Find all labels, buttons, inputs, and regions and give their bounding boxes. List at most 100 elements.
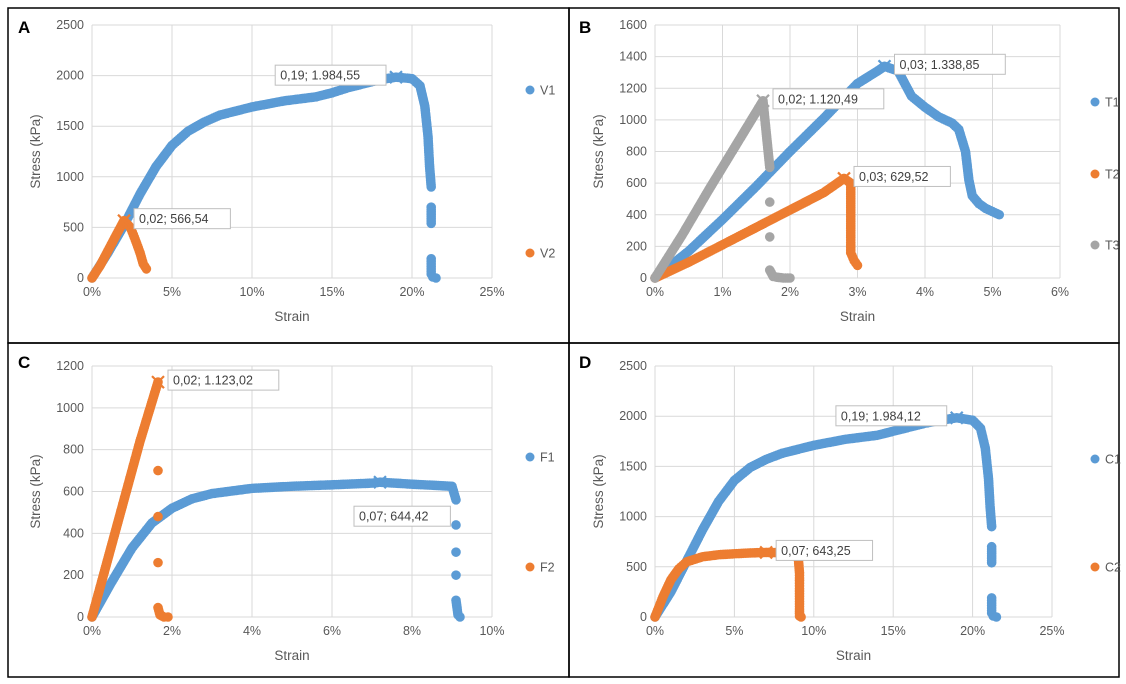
- legend-label: C2: [1105, 561, 1121, 575]
- y-tick-label: 1000: [56, 401, 84, 415]
- peak-callout-label: 0,19; 1.984,12: [841, 409, 921, 423]
- legend-marker: [525, 85, 535, 95]
- panel-letter: B: [579, 18, 591, 37]
- peak-callout-box: [167, 369, 280, 391]
- x-tick-label: 15%: [319, 285, 344, 299]
- x-tick-label: 25%: [1039, 624, 1064, 638]
- x-tick-label: 15%: [881, 624, 906, 638]
- peak-marker: [759, 545, 773, 560]
- peak-marker: [949, 411, 964, 425]
- x-axis-title: Strain: [840, 309, 875, 324]
- data-point: [796, 612, 806, 622]
- peak-callout-label: 0,03; 1.338,85: [900, 58, 980, 72]
- legend-marker: [525, 562, 535, 572]
- series-f2: 0,02; 1.123,02: [87, 369, 280, 622]
- y-tick-label: 1000: [619, 510, 647, 524]
- panel-letter: D: [579, 353, 591, 372]
- y-tick-label: 1000: [56, 170, 84, 184]
- y-axis-title: Stress (kPa): [28, 454, 43, 528]
- peak-marker: [837, 171, 851, 186]
- data-point: [994, 209, 1005, 220]
- x-tick-label: 0%: [83, 624, 101, 638]
- y-tick-label: 1200: [619, 81, 647, 95]
- chart-panel-a: A 0 500 1000 1500 2000 2500 0% 5% 10% 15% 20% 25% Str…: [18, 18, 555, 324]
- peak-marker: [117, 213, 131, 228]
- panel-letter: A: [18, 18, 30, 37]
- y-tick-label: 600: [63, 485, 84, 499]
- series-t2: 0,03; 629,52: [650, 165, 951, 283]
- legend-label: F1: [540, 451, 555, 465]
- x-tick-label: 10%: [479, 624, 504, 638]
- peak-callout-label: 0,02; 1.120,49: [778, 92, 858, 106]
- panel-letter: C: [18, 353, 30, 372]
- y-axis-title: Stress (kPa): [28, 114, 43, 188]
- y-tick-label: 2500: [619, 359, 647, 373]
- peak-callout-label: 0,03; 629,52: [859, 170, 929, 184]
- peak-callout-box: [835, 405, 948, 427]
- y-tick-label: 2000: [56, 69, 84, 83]
- data-point: [455, 612, 465, 622]
- peak-callout-box: [133, 208, 231, 230]
- y-tick-label: 1400: [619, 50, 647, 64]
- x-axis-title: Strain: [836, 648, 871, 663]
- y-tick-label: 400: [626, 208, 647, 222]
- peak-callout-box: [353, 505, 451, 527]
- x-tick-label: 25%: [479, 285, 504, 299]
- legend-marker: [525, 248, 535, 258]
- peak-callout-label: 0,02; 1.123,02: [173, 374, 253, 388]
- data-point: [764, 197, 775, 207]
- peak-marker: [389, 70, 403, 84]
- legend-label: F2: [540, 561, 555, 575]
- x-tick-label: 10%: [239, 285, 264, 299]
- legend-label: V1: [540, 84, 555, 98]
- x-tick-label: 5%: [163, 285, 181, 299]
- data-point: [986, 557, 997, 568]
- y-tick-label: 500: [63, 220, 84, 234]
- data-point: [852, 260, 863, 271]
- x-tick-label: 3%: [848, 285, 866, 299]
- series-c1: 0,19; 1.984,12: [650, 405, 1002, 622]
- x-tick-label: 6%: [323, 624, 341, 638]
- y-tick-label: 200: [63, 568, 84, 582]
- y-tick-label: 800: [63, 443, 84, 457]
- data-point: [426, 218, 437, 229]
- y-tick-label: 0: [640, 271, 647, 285]
- data-point: [451, 570, 461, 580]
- x-tick-label: 2%: [781, 285, 799, 299]
- x-tick-label: 4%: [243, 624, 261, 638]
- peak-callout-box: [775, 539, 874, 561]
- data-point: [426, 182, 437, 192]
- x-tick-label: 20%: [960, 624, 985, 638]
- legend-label: T3: [1105, 239, 1120, 253]
- peak-marker: [151, 375, 165, 389]
- data-point: [163, 612, 173, 622]
- y-tick-label: 1000: [619, 113, 647, 127]
- x-tick-label: 0%: [646, 624, 664, 638]
- x-tick-label: 6%: [1051, 285, 1069, 299]
- data-point: [153, 557, 163, 568]
- y-axis-title: Stress (kPa): [591, 114, 606, 188]
- peak-callout-box: [853, 165, 951, 187]
- data-point: [451, 547, 461, 557]
- legend-marker: [525, 452, 535, 462]
- y-tick-label: 500: [626, 560, 647, 574]
- y-tick-label: 1600: [619, 18, 647, 32]
- chart-panel-c: C 0 200 400 600 800 1000 1200 0% 2% 4% 6% 8% 10% Strai…: [18, 353, 555, 663]
- x-axis-title: Strain: [274, 309, 309, 324]
- legend-marker: [1090, 97, 1100, 107]
- y-tick-label: 2000: [619, 409, 647, 423]
- x-axis-title: Strain: [274, 648, 309, 663]
- data-point: [141, 264, 152, 274]
- legend-label: V2: [540, 247, 555, 261]
- series-f1: 0,07; 644,42: [87, 475, 465, 622]
- y-tick-label: 800: [626, 145, 647, 159]
- peak-callout-label: 0,07; 644,42: [359, 510, 429, 524]
- peak-callout-box: [894, 53, 1006, 75]
- x-tick-label: 2%: [163, 624, 181, 638]
- panel-border-d: [568, 342, 1120, 678]
- y-tick-label: 0: [640, 610, 647, 624]
- data-point: [431, 273, 441, 283]
- y-tick-label: 1500: [619, 459, 647, 473]
